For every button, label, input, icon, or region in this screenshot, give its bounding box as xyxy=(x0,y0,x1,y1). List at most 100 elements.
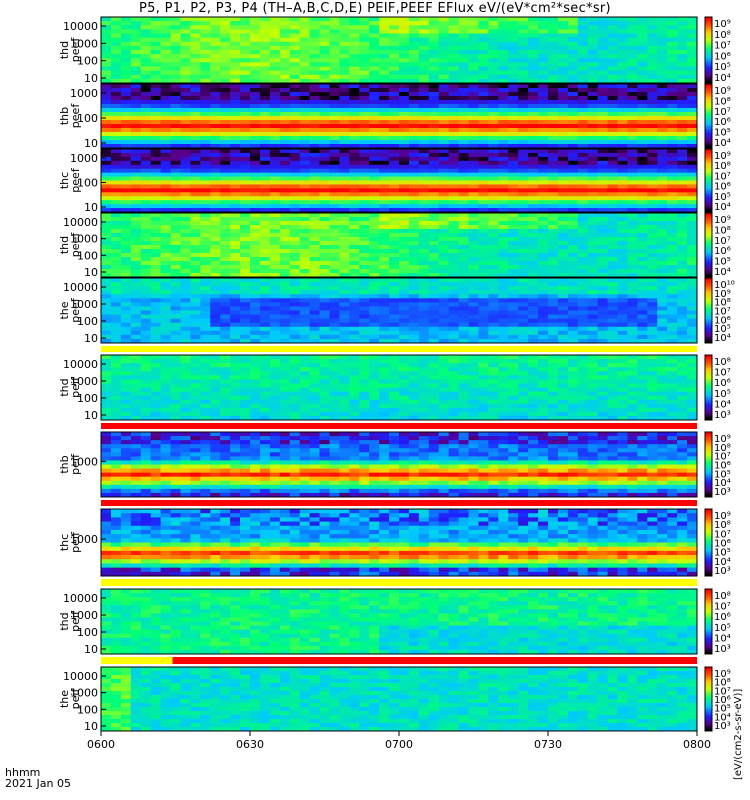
heatmap-cell xyxy=(577,338,589,344)
heatmap-cell xyxy=(339,70,350,76)
heatmap-cell xyxy=(250,17,261,22)
heatmap-cell xyxy=(101,188,112,193)
heatmap-cell xyxy=(538,168,549,174)
heatmap-cell xyxy=(627,294,638,299)
heatmap-cell xyxy=(687,172,698,178)
heatmap-cell xyxy=(567,29,579,35)
heatmap-cell xyxy=(369,128,380,133)
heatmap-cell xyxy=(170,180,181,185)
heatmap-cell xyxy=(250,310,261,316)
heatmap-cell xyxy=(230,149,241,154)
heatmap-cell xyxy=(458,200,470,205)
heatmap-cell xyxy=(299,144,311,149)
heatmap-cell xyxy=(379,120,390,125)
heatmap-cell xyxy=(577,88,589,93)
heatmap-cell xyxy=(428,249,440,254)
heatmap-cell xyxy=(677,180,688,185)
heatmap-cell xyxy=(399,70,410,76)
heatmap-cell xyxy=(190,84,201,89)
heatmap-cell xyxy=(299,152,311,158)
heatmap-cell xyxy=(448,50,460,55)
heatmap-cell xyxy=(538,140,549,145)
heatmap-cell xyxy=(488,326,499,332)
heatmap-cell xyxy=(498,45,509,51)
heatmap-cell xyxy=(518,294,529,299)
heatmap-cell xyxy=(518,164,529,170)
heatmap-cell xyxy=(101,140,112,145)
ytick-label: 10 xyxy=(84,266,98,279)
heatmap-cell xyxy=(567,17,579,22)
heatmap-cell xyxy=(567,180,579,185)
heatmap-cell xyxy=(180,180,191,185)
heatmap-cell xyxy=(369,241,380,246)
heatmap-cell xyxy=(120,41,132,47)
heatmap-cell xyxy=(190,225,201,230)
heatmap-cell xyxy=(101,70,112,76)
heatmap-cell xyxy=(488,70,499,76)
heatmap-cell xyxy=(687,188,698,193)
heatmap-cell xyxy=(667,334,678,340)
heatmap-cell xyxy=(220,168,231,174)
heatmap-cell xyxy=(200,294,211,299)
heatmap-cell xyxy=(418,66,430,72)
heatmap-cell xyxy=(240,290,251,295)
heatmap-cell xyxy=(240,66,251,72)
heatmap-cell xyxy=(110,338,122,344)
heatmap-cell xyxy=(279,74,291,80)
heatmap-cell xyxy=(548,180,559,185)
heatmap-cell xyxy=(180,84,191,89)
heatmap-cell xyxy=(349,120,360,125)
heatmap-cell xyxy=(408,92,420,97)
heatmap-cell xyxy=(488,100,499,105)
heatmap-cell xyxy=(230,208,241,213)
heatmap-cell xyxy=(369,217,380,222)
heatmap-cell xyxy=(140,54,152,59)
heatmap-cell xyxy=(339,108,350,113)
heatmap-cell xyxy=(617,184,628,189)
heatmap-cell xyxy=(687,200,698,205)
heatmap-cell xyxy=(200,306,211,311)
heatmap-cell xyxy=(180,66,191,72)
heatmap-cell xyxy=(269,290,281,295)
heatmap-cell xyxy=(448,149,460,154)
heatmap-cell xyxy=(448,66,460,72)
heatmap-cell xyxy=(329,282,340,287)
heatmap-cell xyxy=(240,132,251,137)
heatmap-cell xyxy=(587,116,599,121)
heatmap-cell xyxy=(101,124,112,129)
heatmap-cell xyxy=(637,278,648,283)
heatmap-cell xyxy=(120,192,132,197)
heatmap-cell xyxy=(498,278,509,283)
heatmap-cell xyxy=(478,96,489,101)
heatmap-cell xyxy=(309,140,321,145)
heatmap-cell xyxy=(647,108,658,113)
heatmap-cell xyxy=(597,50,609,55)
heatmap-cell xyxy=(607,128,619,133)
heatmap-cell xyxy=(200,221,211,226)
heatmap-cell xyxy=(399,176,410,181)
panel-ylabel: the xyxy=(58,301,71,319)
heatmap-cell xyxy=(279,261,291,266)
heatmap-cell xyxy=(299,249,311,254)
heatmap-cell xyxy=(577,310,589,316)
colorbar-step xyxy=(705,19,712,22)
heatmap-cell xyxy=(557,78,569,84)
heatmap-cell xyxy=(230,70,241,76)
heatmap-cell xyxy=(498,78,509,84)
heatmap-cell xyxy=(528,33,539,39)
heatmap-cell xyxy=(279,70,291,76)
heatmap-cell xyxy=(130,334,142,340)
heatmap-cell xyxy=(478,302,489,307)
heatmap-cell xyxy=(359,116,370,121)
heatmap-cell xyxy=(150,192,162,197)
heatmap-cell xyxy=(329,290,340,295)
heatmap-cell xyxy=(428,273,440,278)
colorbar-step xyxy=(705,149,712,152)
heatmap-cell xyxy=(587,200,599,205)
heatmap-cell xyxy=(210,298,221,303)
heatmap-cell xyxy=(637,92,648,97)
heatmap-cell xyxy=(528,314,539,320)
heatmap-cell xyxy=(279,124,291,129)
heatmap-cell xyxy=(408,108,420,113)
heatmap-cell xyxy=(180,108,191,113)
